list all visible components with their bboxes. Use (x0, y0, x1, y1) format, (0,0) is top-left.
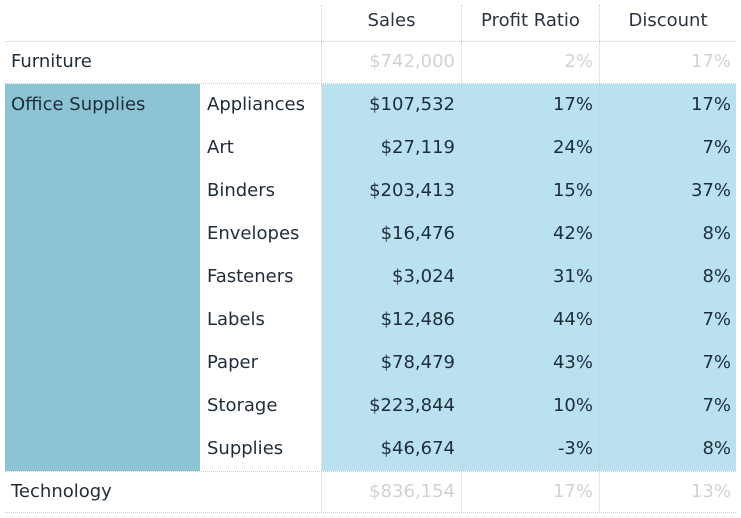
column-divider-profit (461, 5, 462, 513)
discount-value[interactable]: 7% (702, 352, 731, 373)
subcategory-label[interactable]: Supplies (207, 438, 284, 459)
profit-ratio-value[interactable]: 2% (564, 51, 593, 72)
office-supplies-highlight (5, 84, 200, 471)
discount-value[interactable]: 8% (702, 438, 731, 459)
discount-value[interactable]: 13% (690, 481, 731, 502)
category-label[interactable]: Office Supplies (11, 94, 146, 115)
sales-value[interactable]: $107,532 (369, 94, 455, 115)
discount-value[interactable]: 8% (702, 266, 731, 287)
discount-value[interactable]: 37% (690, 180, 731, 201)
profit-ratio-value[interactable]: -3% (557, 438, 593, 459)
discount-value[interactable]: 17% (690, 51, 731, 72)
profit-ratio-value[interactable]: 43% (552, 352, 593, 373)
sales-value[interactable]: $78,479 (380, 352, 455, 373)
category-label[interactable]: Furniture (11, 51, 92, 72)
sales-value[interactable]: $3,024 (392, 266, 455, 287)
profit-ratio-value[interactable]: 10% (552, 395, 593, 416)
discount-value[interactable]: 17% (690, 94, 731, 115)
profit-ratio-value[interactable]: 17% (552, 481, 593, 502)
category-label[interactable]: Technology (11, 481, 112, 502)
profit-ratio-value[interactable]: 44% (552, 309, 593, 330)
column-divider-discount (599, 5, 600, 513)
row-divider-office-supplies (5, 471, 736, 472)
sales-value[interactable]: $223,844 (369, 395, 455, 416)
bottom-divider (5, 512, 736, 513)
header-divider (5, 41, 736, 42)
profit-ratio-value[interactable]: 15% (552, 180, 593, 201)
sales-value[interactable]: $27,119 (380, 137, 455, 158)
subcategory-label[interactable]: Binders (207, 180, 276, 201)
subcategory-label[interactable]: Storage (207, 395, 278, 416)
profit-ratio-value[interactable]: 17% (552, 94, 593, 115)
profit-ratio-value[interactable]: 24% (552, 137, 593, 158)
sales-value[interactable]: $46,674 (380, 438, 455, 459)
column-header-profit-ratio[interactable]: Profit Ratio (481, 10, 580, 31)
column-header-discount[interactable]: Discount (628, 10, 708, 31)
sales-value[interactable]: $12,486 (380, 309, 455, 330)
column-header-sales[interactable]: Sales (367, 10, 416, 31)
subcategory-label[interactable]: Envelopes (207, 223, 300, 244)
subcategory-label[interactable]: Labels (207, 309, 265, 330)
office-supplies-rows-highlight (322, 84, 736, 471)
row-divider-furniture (5, 83, 736, 84)
sales-value[interactable]: $742,000 (369, 51, 455, 72)
discount-value[interactable]: 7% (702, 309, 731, 330)
subcategory-label[interactable]: Art (207, 137, 234, 158)
discount-value[interactable]: 7% (702, 395, 731, 416)
column-divider-sales (321, 5, 322, 513)
sales-value[interactable]: $16,476 (380, 223, 455, 244)
sales-value[interactable]: $836,154 (369, 481, 455, 502)
discount-value[interactable]: 8% (702, 223, 731, 244)
subcategory-label[interactable]: Appliances (207, 94, 305, 115)
sales-value[interactable]: $203,413 (369, 180, 455, 201)
profit-ratio-value[interactable]: 42% (552, 223, 593, 244)
profit-ratio-value[interactable]: 31% (552, 266, 593, 287)
discount-value[interactable]: 7% (702, 137, 731, 158)
subcategory-label[interactable]: Paper (207, 352, 258, 373)
subcategory-label[interactable]: Fasteners (207, 266, 294, 287)
